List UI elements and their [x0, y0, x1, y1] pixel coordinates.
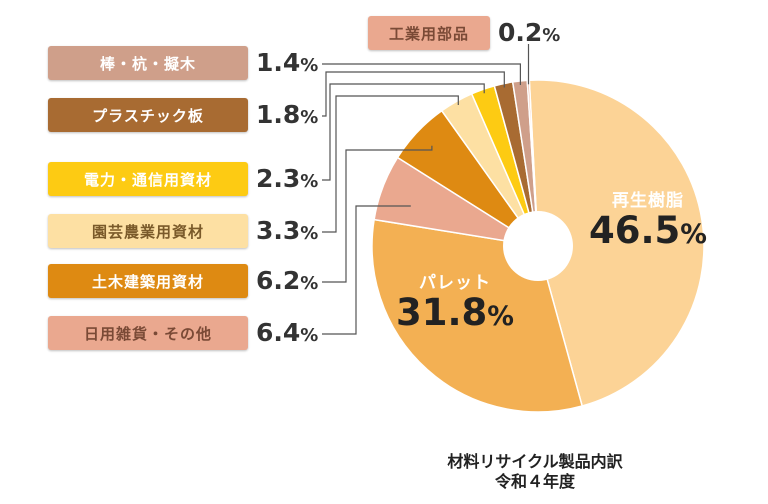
legend-label-power-telecom: 電力・通信用資材: [48, 162, 248, 196]
donut-hole: [503, 211, 573, 281]
leader-line-power-telecom: [322, 83, 485, 181]
leader-lines: [322, 44, 530, 335]
legend-item-stake-post: 棒・杭・擬木 1.4%: [48, 46, 328, 80]
slice-label-recycled-resin: 再生樹脂 46.5%: [578, 186, 718, 252]
legend-label-horticulture-agriculture: 園芸農業用資材: [48, 214, 248, 248]
slice-name-recycled-resin: 再生樹脂: [612, 191, 684, 211]
legend-value-horticulture-agriculture: 3.3%: [256, 216, 319, 245]
legend-label-industrial-parts: 工業用部品: [368, 16, 490, 50]
slice-value-pallet: 31.8%: [396, 291, 514, 334]
legend-label-civil-construction: 土木建築用資材: [48, 264, 248, 298]
legend-label-stake-post: 棒・杭・擬木: [48, 46, 248, 80]
legend-value-plastic-board: 1.8%: [256, 100, 319, 129]
leader-line-daily-goods: [322, 205, 411, 335]
leader-line-stake-post: [322, 63, 522, 85]
legend-item-daily-goods: 日用雑貨・その他 6.4%: [48, 316, 328, 350]
caption-title: 材料リサイクル製品内訳: [447, 452, 623, 471]
legend-value-industrial-parts: 0.2%: [498, 18, 561, 47]
chart-caption: 材料リサイクル製品内訳 令和４年度: [420, 452, 650, 492]
legend-value-stake-post: 1.4%: [256, 48, 319, 77]
leader-line-civil-construction: [322, 145, 433, 283]
legend-value-civil-construction: 6.2%: [256, 266, 319, 295]
legend-item-industrial-parts: 工業用部品 0.2%: [368, 16, 570, 50]
legend-item-power-telecom: 電力・通信用資材 2.3%: [48, 162, 328, 196]
slice-label-pallet: パレット 31.8%: [385, 268, 525, 334]
legend-item-plastic-board: プラスチック板 1.8%: [48, 98, 328, 132]
caption-year: 令和４年度: [494, 472, 575, 491]
legend-item-horticulture-agriculture: 園芸農業用資材 3.3%: [48, 214, 328, 248]
leader-line-horticulture-agriculture: [322, 95, 459, 233]
slice-value-recycled-resin: 46.5%: [589, 209, 707, 252]
legend-value-daily-goods: 6.4%: [256, 318, 319, 347]
legend-value-power-telecom: 2.3%: [256, 164, 319, 193]
legend-label-plastic-board: プラスチック板: [48, 98, 248, 132]
slice-recycled-resin: [528, 79, 705, 407]
legend-item-civil-construction: 土木建築用資材 6.2%: [48, 264, 328, 298]
legend-label-daily-goods: 日用雑貨・その他: [48, 316, 248, 350]
donut-slices: [371, 79, 705, 413]
slice-name-pallet: パレット: [419, 273, 491, 293]
leader-line-plastic-board: [322, 71, 505, 117]
